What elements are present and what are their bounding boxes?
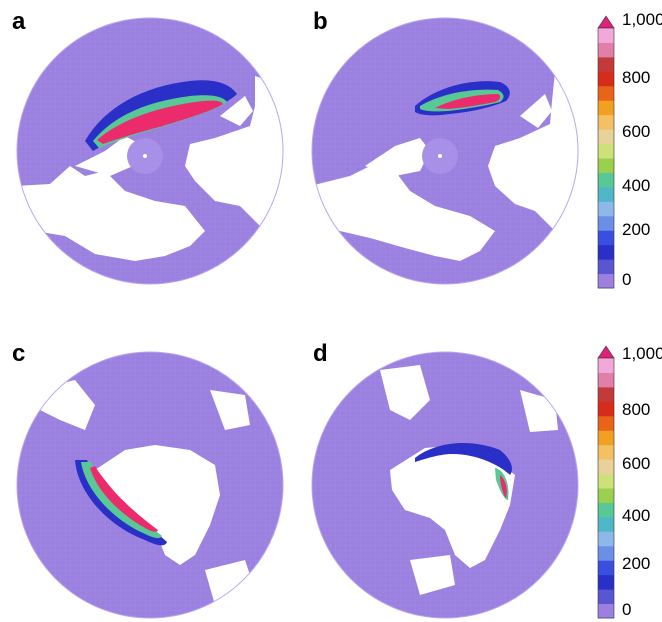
land-eurasia [312,166,495,261]
polar-map-south-d [311,351,579,619]
colorbar-swatch [598,172,614,188]
land-greenland [365,138,430,176]
colorbar-border [597,357,615,619]
map-panel-c [15,350,285,620]
colorbar-top [596,14,616,290]
colorbar-swatch [598,488,614,503]
colorbar-top-tick-0: 0 [622,270,632,289]
colorbar-swatch [598,589,614,605]
colorbar-swatch [598,129,614,145]
colorbar-extend-arrow [597,15,615,29]
colorbar-top-tick-200: 200 [622,220,651,239]
colorbar-swatch [598,444,614,460]
colorbar-top-tick-600: 600 [622,122,651,141]
colorbar-bottom-tick-400: 400 [622,506,651,525]
colorbar-swatch [598,71,614,87]
land-eurasia [17,166,205,261]
band-high [90,466,158,532]
colorbar-swatch [598,230,614,246]
colorbar-swatch [598,603,614,619]
land-antarctica [390,445,515,568]
colorbar-swatch [598,201,614,217]
colorbar-swatch [598,114,614,130]
land-australia [410,555,455,595]
land-far-east [220,96,253,126]
colorbar-swatch [598,186,614,202]
map-panel-b [310,16,580,286]
colorbar-swatch [598,42,614,58]
land-africa [210,390,250,430]
colorbar-swatch [598,273,614,289]
colorbar-extend-arrow [597,345,615,359]
colorbar-swatch [598,158,614,173]
colorbar-border [597,27,615,289]
colorbar-swatch [598,244,614,260]
colorbar-swatch [598,516,614,532]
land-antarctica [95,445,220,565]
polar-map-south-c [16,351,284,619]
colorbar-swatch [598,28,614,43]
colorbar-swatch [598,401,614,417]
panel-label-a: a [12,8,26,35]
colorbar-top-svg [597,15,615,289]
land-north-america [488,71,578,236]
band-high [500,475,507,498]
colorbar-bottom-tick-600: 600 [622,454,651,473]
colorbar-swatch [598,545,614,561]
colorbar-top-tick-800: 800 [622,68,651,87]
colorbar-swatch [598,473,614,489]
colorbar-swatch [598,259,614,275]
colorbar-swatch [598,574,614,590]
panel-label-d: d [313,340,328,367]
colorbar-swatch [598,502,614,518]
panel-label-c: c [12,340,26,367]
band-high [97,100,223,144]
colorbar-bottom-tick-800: 800 [622,400,651,419]
colorbar-bottom-svg [597,345,615,619]
colorbar-swatch [598,386,614,402]
colorbar-swatch [598,85,614,101]
colorbar-swatch [598,358,614,373]
band-outer [415,443,512,475]
colorbar-bottom-tick-1000: 1,000 [622,344,662,363]
colorbar-bottom-tick-0: 0 [622,600,632,619]
colorbar-swatch [598,100,614,116]
land-greenland [75,136,140,176]
colorbar-swatch [598,560,614,576]
polar-map-north-b [311,17,579,285]
polar-map-north-a [16,17,284,285]
map-panel-a [15,16,285,286]
colorbar-swatch [598,215,614,231]
colorbar-swatch [598,143,614,159]
map-panel-d [310,350,580,620]
colorbar-top-tick-400: 400 [622,176,651,195]
colorbar-swatch [598,56,614,72]
band-high [435,94,501,109]
land-south-america [380,365,430,420]
panel-label-b: b [313,8,328,35]
colorbar-swatch [598,372,614,388]
colorbar-swatch [598,430,614,446]
colorbar-bottom-tick-200: 200 [622,554,651,573]
land-far-east [520,94,552,128]
colorbar-top-tick-1000: 1,000 [622,10,662,29]
colorbar-swatch [598,531,614,547]
colorbar-swatch [598,459,614,475]
pole-marker [438,154,442,158]
land-north-america [185,76,283,231]
colorbar-bottom [596,344,616,620]
colorbar-swatch [598,415,614,431]
pole-marker [143,154,147,158]
